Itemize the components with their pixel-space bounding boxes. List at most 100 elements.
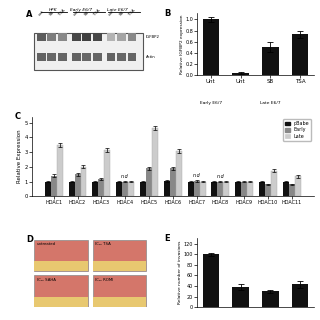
FancyBboxPatch shape: [92, 276, 146, 307]
Text: unt: unt: [108, 9, 115, 17]
FancyBboxPatch shape: [82, 33, 91, 41]
Text: HFK: HFK: [49, 8, 57, 12]
Bar: [292, 284, 308, 307]
Bar: [200, 181, 205, 196]
FancyBboxPatch shape: [47, 53, 56, 61]
Y-axis label: Relative IGFBP2 expression: Relative IGFBP2 expression: [180, 14, 184, 74]
FancyBboxPatch shape: [34, 240, 88, 271]
Bar: [140, 181, 146, 196]
Legend: pBabe, Early, Late: pBabe, Early, Late: [283, 119, 311, 141]
Text: untreated: untreated: [37, 242, 56, 246]
FancyBboxPatch shape: [72, 53, 81, 61]
Bar: [45, 181, 51, 196]
FancyBboxPatch shape: [72, 33, 81, 41]
Text: Early E6/7: Early E6/7: [200, 101, 222, 105]
Text: unt: unt: [37, 9, 45, 17]
Bar: [188, 181, 194, 196]
Y-axis label: Relative Expression: Relative Expression: [17, 130, 22, 183]
FancyBboxPatch shape: [34, 276, 88, 307]
Text: n.d: n.d: [121, 174, 129, 179]
Text: B: B: [165, 9, 171, 18]
Text: n.d: n.d: [217, 174, 224, 179]
Bar: [223, 181, 229, 196]
Bar: [218, 181, 223, 196]
FancyBboxPatch shape: [58, 33, 67, 41]
Bar: [232, 287, 249, 307]
Text: E: E: [165, 234, 170, 243]
Text: IC₅₀ SAHA: IC₅₀ SAHA: [37, 277, 56, 282]
Text: TSA: TSA: [58, 8, 66, 17]
FancyBboxPatch shape: [117, 53, 126, 61]
Bar: [176, 151, 182, 196]
Text: SB: SB: [118, 10, 125, 17]
Bar: [122, 181, 128, 196]
Bar: [283, 181, 289, 196]
Bar: [247, 181, 253, 196]
Text: C: C: [15, 112, 21, 121]
Text: D: D: [26, 235, 33, 244]
Bar: [295, 176, 301, 196]
Bar: [81, 167, 86, 196]
Bar: [152, 128, 158, 196]
Bar: [128, 181, 134, 196]
Text: TSA: TSA: [93, 8, 101, 17]
Text: Late E6/7: Late E6/7: [107, 8, 127, 12]
Text: IGFBP2: IGFBP2: [146, 35, 160, 39]
FancyBboxPatch shape: [92, 261, 146, 271]
FancyBboxPatch shape: [128, 53, 136, 61]
Bar: [203, 20, 219, 75]
Bar: [51, 176, 57, 196]
Bar: [194, 181, 200, 196]
Bar: [262, 47, 278, 75]
Bar: [170, 168, 176, 196]
FancyBboxPatch shape: [93, 53, 101, 61]
Bar: [116, 181, 122, 196]
FancyBboxPatch shape: [47, 33, 56, 41]
FancyBboxPatch shape: [34, 297, 88, 307]
Bar: [271, 171, 277, 196]
Bar: [75, 174, 81, 196]
Text: IC₅₀ TSA: IC₅₀ TSA: [95, 242, 111, 246]
Bar: [203, 254, 219, 307]
Text: IC₅₀ ROMI: IC₅₀ ROMI: [95, 277, 113, 282]
Bar: [57, 145, 63, 196]
Text: A: A: [26, 10, 33, 19]
Text: Early E6/7: Early E6/7: [70, 8, 92, 12]
FancyBboxPatch shape: [107, 53, 116, 61]
Text: SB: SB: [84, 10, 90, 17]
Text: Actin: Actin: [146, 55, 156, 59]
Text: Late E6/7: Late E6/7: [260, 101, 281, 105]
Bar: [68, 181, 75, 196]
FancyBboxPatch shape: [37, 33, 46, 41]
FancyBboxPatch shape: [82, 53, 91, 61]
FancyBboxPatch shape: [34, 261, 88, 271]
FancyBboxPatch shape: [37, 53, 46, 61]
FancyBboxPatch shape: [117, 33, 126, 41]
FancyBboxPatch shape: [58, 53, 67, 61]
FancyBboxPatch shape: [34, 33, 142, 70]
Bar: [146, 168, 152, 196]
Bar: [289, 184, 295, 196]
Text: TSA: TSA: [128, 8, 136, 17]
FancyBboxPatch shape: [93, 33, 101, 41]
Bar: [232, 73, 249, 75]
Bar: [241, 181, 247, 196]
Bar: [292, 35, 308, 75]
FancyBboxPatch shape: [92, 297, 146, 307]
Bar: [92, 181, 98, 196]
Bar: [262, 291, 278, 307]
Text: SB: SB: [49, 10, 55, 17]
Bar: [259, 181, 265, 196]
FancyBboxPatch shape: [107, 33, 116, 41]
Text: n.d: n.d: [193, 173, 201, 178]
Bar: [265, 184, 271, 196]
Bar: [212, 181, 218, 196]
Text: unt: unt: [73, 9, 80, 17]
Bar: [235, 181, 241, 196]
Bar: [98, 179, 104, 196]
Y-axis label: Relative number of invasions: Relative number of invasions: [178, 241, 182, 304]
Bar: [164, 181, 170, 196]
FancyBboxPatch shape: [128, 33, 136, 41]
Bar: [104, 150, 110, 196]
FancyBboxPatch shape: [92, 240, 146, 271]
